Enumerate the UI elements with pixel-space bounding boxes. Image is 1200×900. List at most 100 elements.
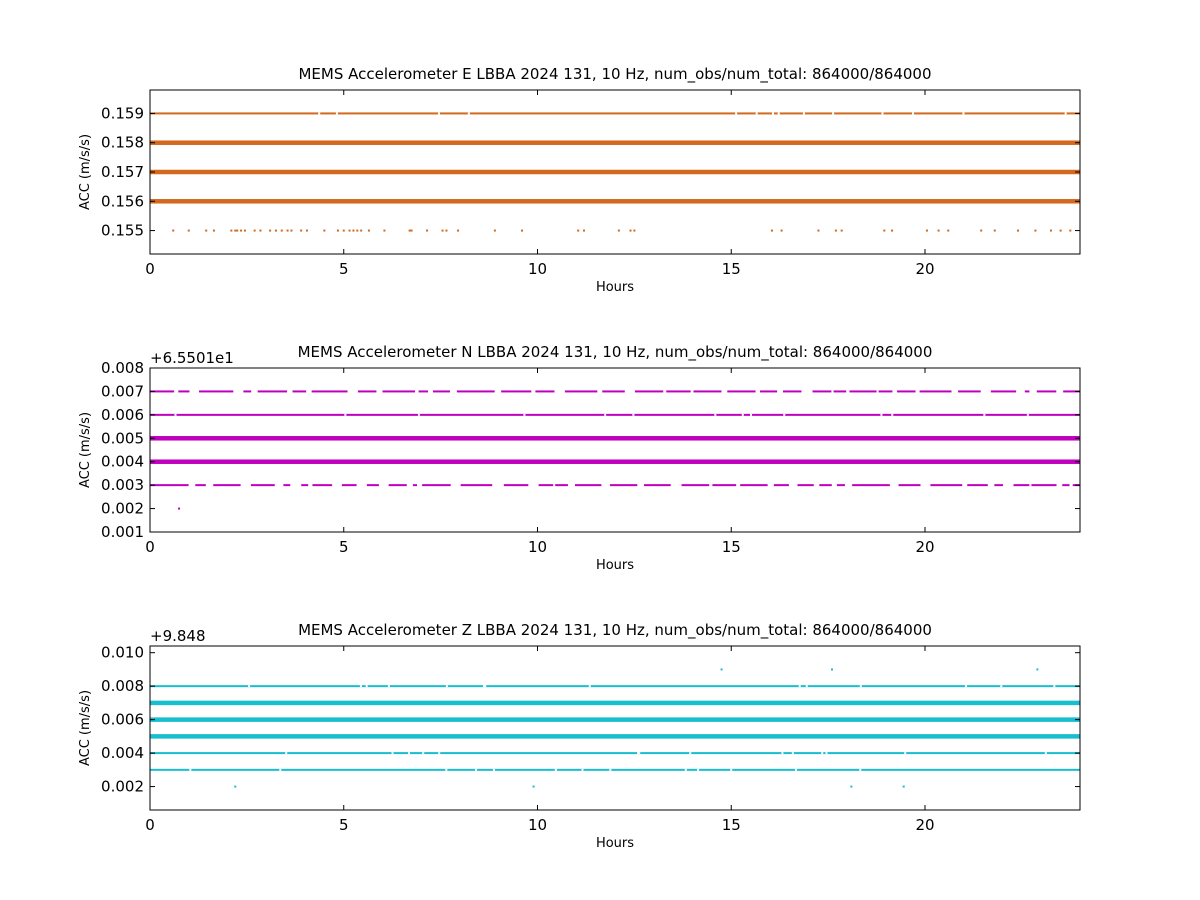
y-tick-label: 0.005 <box>101 429 144 447</box>
band-0.005 <box>150 734 1080 739</box>
band-0.007 <box>150 390 1080 393</box>
band-segment <box>535 390 555 393</box>
band-gap <box>777 112 780 115</box>
band-gap <box>714 413 717 416</box>
data-point <box>352 229 355 232</box>
y-tick-label: 0.001 <box>101 523 144 541</box>
band-segment <box>919 390 952 393</box>
y-tick-label: 0.010 <box>101 644 144 662</box>
band-segment <box>388 484 407 487</box>
band-segment <box>666 390 691 393</box>
band-segment <box>1036 390 1057 393</box>
band-segment <box>503 484 529 487</box>
data-point <box>426 229 429 232</box>
x-axis-label: Hours <box>596 280 634 295</box>
band-segment <box>366 484 379 487</box>
x-tick-label: 15 <box>722 816 741 834</box>
data-point <box>253 229 256 232</box>
band-segment <box>341 484 357 487</box>
band-gap <box>344 413 347 416</box>
band-gap <box>805 685 808 688</box>
band-0.159 <box>150 112 1080 115</box>
band-segment <box>797 484 814 487</box>
x-tick-label: 0 <box>145 260 155 278</box>
data-point <box>286 229 289 232</box>
band-segment <box>150 752 1080 755</box>
band-gap <box>783 413 786 416</box>
band-0.156 <box>150 199 1080 204</box>
band-gap <box>881 112 884 115</box>
band-segment <box>681 484 710 487</box>
band-segment <box>878 390 893 393</box>
data-point <box>408 229 411 232</box>
chart-title: MEMS Accelerometer Z LBBA 2024 131, 10 H… <box>298 621 932 640</box>
band-gap <box>174 413 177 416</box>
band-gap <box>880 413 883 416</box>
band-segment <box>150 734 1080 739</box>
band-gap <box>1026 413 1029 416</box>
band-segment <box>994 484 1003 487</box>
band-gap <box>771 112 774 115</box>
band-gap <box>554 768 557 771</box>
y-axis-label: ACC (m/s/s) <box>78 134 93 210</box>
band-segment <box>574 484 602 487</box>
band-segment <box>852 484 890 487</box>
data-point <box>230 229 233 232</box>
band-segment <box>195 484 206 487</box>
data-point <box>234 229 237 232</box>
band-segment <box>178 390 190 393</box>
y-tick-label: 0.159 <box>101 104 144 122</box>
data-point <box>178 507 181 510</box>
x-axis-label: Hours <box>596 836 634 851</box>
band-segment <box>727 390 756 393</box>
band-gap <box>318 112 321 115</box>
x-tick-label: 5 <box>339 260 349 278</box>
band-segment <box>312 484 333 487</box>
subplot-3: 0 5 10 15 20 0.002 0.004 0.006 0.008 0.010 MEMS Ac… <box>78 621 1081 851</box>
band-segment <box>412 484 418 487</box>
y-tick-label: 0.006 <box>101 711 144 729</box>
x-tick-label: 15 <box>722 260 741 278</box>
band-segment <box>250 484 275 487</box>
chart-title: MEMS Accelerometer N LBBA 2024 131, 10 H… <box>298 343 933 362</box>
band-segment <box>456 390 495 393</box>
data-point <box>633 229 636 232</box>
band-segment <box>1063 390 1080 393</box>
band-segment <box>812 390 832 393</box>
data-point <box>947 229 950 232</box>
band-gap <box>475 768 478 771</box>
band-0.008 <box>150 685 1080 688</box>
data-point <box>269 229 272 232</box>
band-segment <box>199 390 234 393</box>
data-points <box>150 112 1080 232</box>
data-point <box>212 229 215 232</box>
band-gap <box>189 768 192 771</box>
band-gap <box>730 768 733 771</box>
x-axis-label: Hours <box>596 558 634 573</box>
band-segment <box>1024 390 1030 393</box>
band-0.007 <box>150 700 1080 706</box>
y-tick-label: 0.004 <box>101 453 144 471</box>
chart-title: MEMS Accelerometer E LBBA 2024 131, 10 H… <box>298 65 931 84</box>
x-tick-label: 5 <box>339 538 349 556</box>
band-segment <box>150 390 175 393</box>
band-segment <box>564 390 598 393</box>
data-point <box>583 229 585 232</box>
band-gap <box>445 768 448 771</box>
band-gap <box>755 112 758 115</box>
band-segment <box>833 390 847 393</box>
band-gap <box>588 685 591 688</box>
band-gap <box>1044 752 1047 755</box>
x-tick-label: 10 <box>528 538 547 556</box>
band-gap <box>821 752 824 755</box>
band-segment <box>990 390 1017 393</box>
band-segment <box>150 140 1080 145</box>
x-tick-label: 0 <box>145 816 155 834</box>
band-gap <box>750 413 753 416</box>
axes-frame <box>149 645 1081 811</box>
data-point <box>617 229 620 232</box>
band-gap <box>911 112 914 115</box>
x-tick-label: 15 <box>722 538 741 556</box>
band-gap <box>1000 685 1003 688</box>
